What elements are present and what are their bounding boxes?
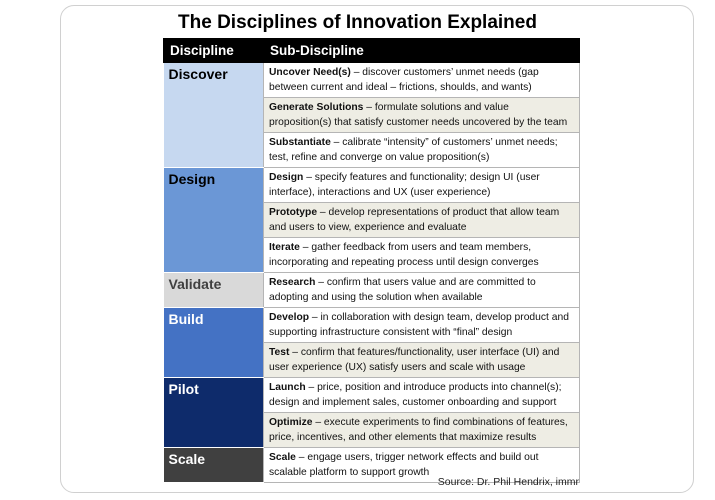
sub-discipline-term: Develop <box>269 312 310 323</box>
sub-discipline-term: Scale <box>269 452 296 463</box>
sub-discipline-term: Design <box>269 172 304 183</box>
table-row: Build Develop – in collaboration with des… <box>163 307 580 378</box>
sub-discipline-description: – develop representations of product tha… <box>269 207 560 233</box>
header-discipline: Discipline <box>163 38 264 63</box>
sub-discipline-cell: Uncover Need(s) – discover customers’ un… <box>263 62 580 98</box>
sub-discipline-description: – price, position and introduce products… <box>269 382 562 408</box>
sub-discipline-cell: Launch – price, position and introduce p… <box>263 377 580 413</box>
sub-discipline-description: – gather feedback from users and team me… <box>269 242 539 268</box>
table-row: Optimize – execute experiments to find c… <box>164 412 580 448</box>
sub-discipline-term: Iterate <box>269 242 300 253</box>
sub-discipline-term: Substantiate <box>269 137 331 148</box>
disciplines-table: Discipline Sub-Discipline Discover Uncove… <box>163 38 580 483</box>
sub-discipline-cell: Develop – in collaboration with design t… <box>263 307 580 343</box>
sub-discipline-cell: Scale – engage users, trigger network ef… <box>263 447 580 483</box>
sub-discipline-description: – specify features and functionality; de… <box>269 172 540 198</box>
sub-discipline-cell: Design – specify features and functional… <box>263 167 580 203</box>
discipline-discover: Discover <box>163 62 264 168</box>
sub-discipline-description: – discover customers’ unmet needs (gap b… <box>269 67 539 93</box>
sub-discipline-description: – calibrate “intensity” of customers’ un… <box>269 137 558 163</box>
table-row: Design Design – specify features and func… <box>163 167 580 273</box>
discipline-build: Build <box>163 307 264 378</box>
sub-discipline-term: Launch <box>269 382 306 393</box>
discipline-pilot: Pilot <box>163 377 264 448</box>
sub-discipline-description: – confirm that features/functionality, u… <box>269 347 560 373</box>
discipline-design: Design <box>163 167 264 273</box>
discipline-validate: Validate <box>163 272 264 308</box>
sub-discipline-cell: Prototype – develop representations of p… <box>263 202 580 238</box>
sub-discipline-term: Prototype <box>269 207 318 218</box>
table-row: Test – confirm that features/functionali… <box>164 342 580 378</box>
page-title: The Disciplines of Innovation Explained <box>178 12 537 33</box>
sub-discipline-cell: Substantiate – calibrate “intensity” of … <box>263 132 580 168</box>
sub-discipline-cell: Optimize – execute experiments to find c… <box>263 412 580 448</box>
sub-discipline-term: Generate Solutions <box>269 102 364 113</box>
sub-discipline-cell: Iterate – gather feedback from users and… <box>263 237 580 273</box>
table-header-row: Discipline Sub-Discipline <box>163 38 580 63</box>
source-note: Source: Dr. Phil Hendrix, immr <box>437 476 579 488</box>
sub-discipline-term: Uncover Need(s) <box>269 67 351 78</box>
sub-discipline-description: – in collaboration with design team, dev… <box>269 312 569 338</box>
table-row: Prototype – develop representations of p… <box>164 202 580 238</box>
sub-discipline-cell: Test – confirm that features/functionali… <box>263 342 580 378</box>
table-row: Iterate – gather feedback from users and… <box>164 237 580 273</box>
table-row: Discover Uncover Need(s) – discover custo… <box>163 62 580 168</box>
discipline-scale: Scale <box>163 447 264 483</box>
sub-discipline-term: Research <box>269 277 316 288</box>
sub-discipline-description: – confirm that users value and are commi… <box>269 277 536 303</box>
table-row: Generate Solutions – formulate solutions… <box>164 97 580 133</box>
sub-discipline-description: – formulate solutions and value proposit… <box>269 102 568 128</box>
sub-discipline-term: Test <box>269 347 290 358</box>
table-row: Validate Research – confirm that users va… <box>163 272 580 308</box>
table-row: Pilot Launch – price, position and introd… <box>163 377 580 448</box>
sub-discipline-term: Optimize <box>269 417 313 428</box>
table-row: Scale Scale – engage users, trigger netwo… <box>163 447 580 483</box>
sub-discipline-cell: Generate Solutions – formulate solutions… <box>263 97 580 133</box>
sub-discipline-description: – engage users, trigger network effects … <box>269 452 539 478</box>
sub-discipline-cell: Research – confirm that users value and … <box>263 272 580 308</box>
table-row: Substantiate – calibrate “intensity” of … <box>164 132 580 168</box>
sub-discipline-description: – execute experiments to find combinatio… <box>269 417 568 443</box>
header-sub-discipline: Sub-Discipline <box>263 38 580 63</box>
